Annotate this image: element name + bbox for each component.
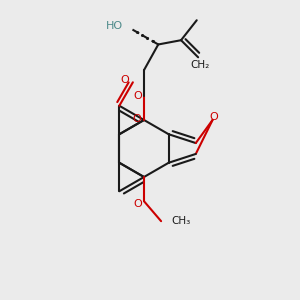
Text: CH₂: CH₂ xyxy=(190,60,209,70)
Text: O: O xyxy=(132,113,141,124)
Text: O: O xyxy=(133,91,142,101)
Text: O: O xyxy=(120,75,129,85)
Text: HO: HO xyxy=(106,21,123,31)
Text: O: O xyxy=(210,112,218,122)
Text: CH₃: CH₃ xyxy=(171,216,190,226)
Text: O: O xyxy=(133,199,142,209)
